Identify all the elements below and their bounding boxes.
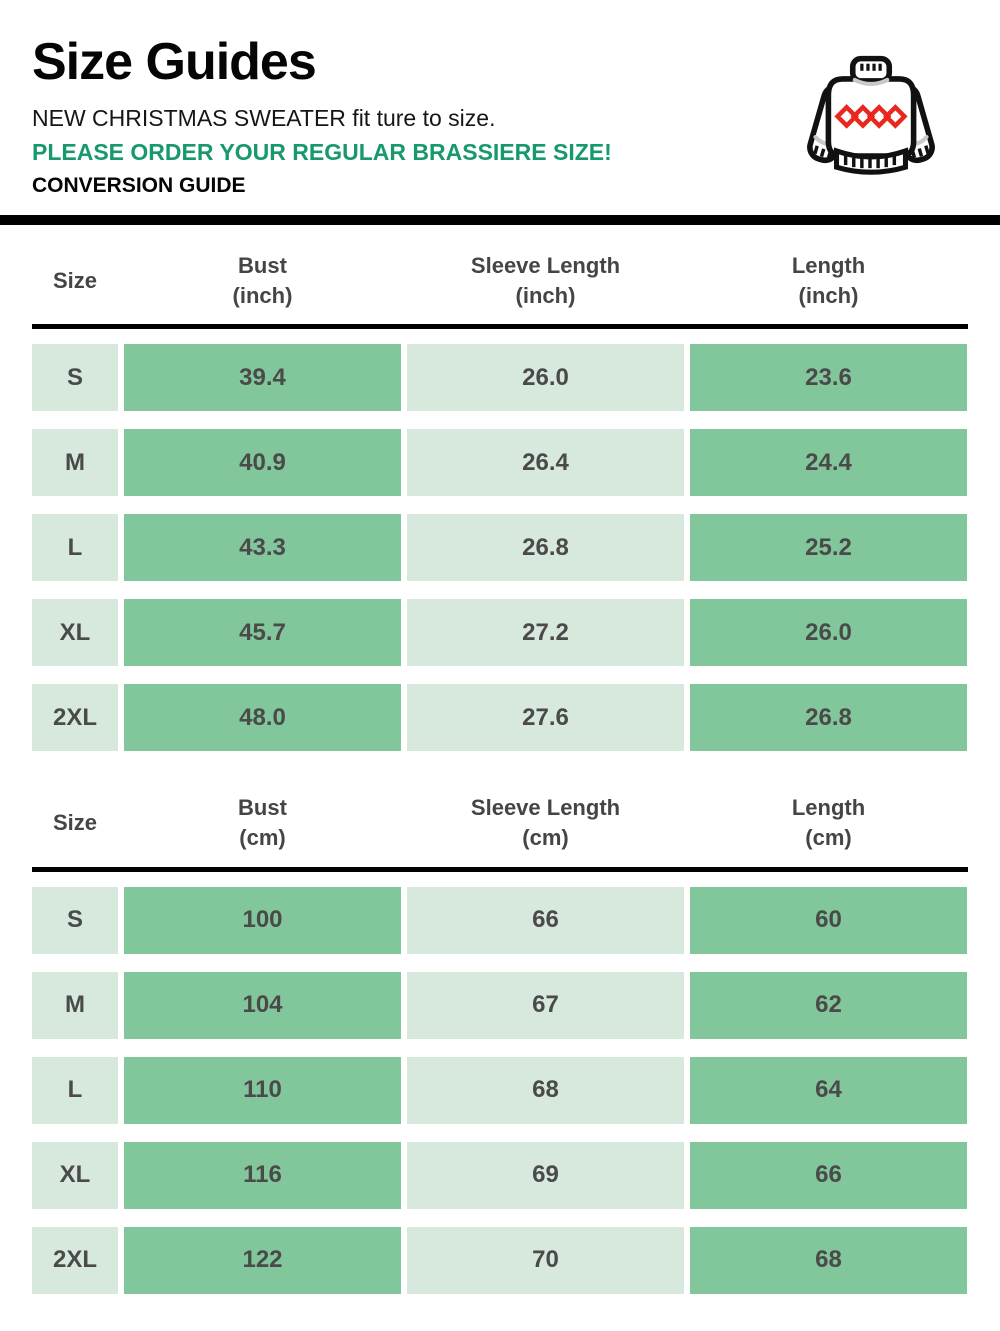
col-header-length: Length (inch)	[690, 251, 967, 310]
bust-cell: 45.7	[124, 599, 401, 667]
bust-cell: 116	[124, 1141, 401, 1209]
table-rows-cm: S 100 66 60 M 104 67 62 L 110 68 64 XL 1…	[32, 886, 968, 1294]
col-header-bust-unit: (inch)	[232, 282, 293, 308]
sleeve-cell: 26.4	[407, 429, 684, 497]
length-cell: 26.0	[690, 599, 967, 667]
size-cell: L	[32, 514, 118, 582]
sleeve-cell: 70	[407, 1226, 684, 1294]
bust-cell: 43.3	[124, 514, 401, 582]
col-header-bust-label: Bust	[238, 795, 287, 821]
size-cell: L	[32, 1056, 118, 1124]
bust-cell: 100	[124, 886, 401, 954]
table-rows-inch: S 39.4 26.0 23.6 M 40.9 26.4 24.4 L 43.3…	[32, 344, 968, 752]
table-row: S 100 66 60	[32, 886, 968, 954]
sleeve-cell: 66	[407, 886, 684, 954]
col-header-sleeve: Sleeve Length (cm)	[407, 793, 684, 852]
bust-cell: 48.0	[124, 684, 401, 752]
col-header-bust: Bust (inch)	[124, 251, 401, 310]
length-cell: 23.6	[690, 344, 967, 412]
sleeve-cell: 27.6	[407, 684, 684, 752]
col-header-sleeve-unit: (cm)	[522, 825, 569, 851]
table-row: XL 116 69 66	[32, 1141, 968, 1209]
col-header-length-unit: (cm)	[805, 825, 852, 851]
sleeve-cell: 27.2	[407, 599, 684, 667]
bust-cell: 110	[124, 1056, 401, 1124]
col-header-sleeve-unit: (inch)	[515, 282, 576, 308]
length-cell: 64	[690, 1056, 967, 1124]
size-cell: XL	[32, 599, 118, 667]
length-cell: 68	[690, 1226, 967, 1294]
col-header-length: Length (cm)	[690, 793, 967, 852]
table-row: 2XL 122 70 68	[32, 1226, 968, 1294]
size-cell: 2XL	[32, 1226, 118, 1294]
bust-cell: 104	[124, 971, 401, 1039]
length-cell: 26.8	[690, 684, 967, 752]
page-header: Size Guides NEW CHRISTMAS SWEATER fit tu…	[0, 0, 1000, 198]
bust-cell: 39.4	[124, 344, 401, 412]
table-row: XL 45.7 27.2 26.0	[32, 599, 968, 667]
sleeve-cell: 26.0	[407, 344, 684, 412]
col-header-bust-unit: (cm)	[239, 825, 286, 851]
col-header-length-label: Length	[791, 253, 866, 279]
table-header-inch: Size Bust (inch) Sleeve Length (inch) Le…	[32, 225, 968, 330]
conversion-guide-label: CONVERSION GUIDE	[32, 174, 246, 198]
table-header-cm: Size Bust (cm) Sleeve Length (cm) Length…	[32, 769, 968, 872]
col-header-sleeve-label: Sleeve Length	[470, 795, 621, 821]
length-cell: 60	[690, 886, 967, 954]
size-table-cm: Size Bust (cm) Sleeve Length (cm) Length…	[32, 769, 968, 1294]
col-header-bust-label: Bust	[238, 253, 287, 279]
size-cell: M	[32, 971, 118, 1039]
sleeve-cell: 67	[407, 971, 684, 1039]
col-header-sleeve-label: Sleeve Length	[470, 253, 621, 279]
fit-note: NEW CHRISTMAS SWEATER fit ture to size.	[32, 105, 496, 132]
sleeve-cell: 26.8	[407, 514, 684, 582]
col-header-size: Size	[52, 810, 98, 836]
header-divider	[0, 215, 1000, 226]
col-header-length-label: Length	[791, 795, 866, 821]
order-notice: PLEASE ORDER YOUR REGULAR BRASSIERE SIZE…	[32, 139, 612, 166]
sweater-icon	[800, 52, 942, 190]
sleeve-cell: 68	[407, 1056, 684, 1124]
length-cell: 25.2	[690, 514, 967, 582]
table-row: M 40.9 26.4 24.4	[32, 429, 968, 497]
col-header-size: Size	[52, 267, 98, 293]
size-table-inch: Size Bust (inch) Sleeve Length (inch) Le…	[32, 225, 968, 752]
table-row: 2XL 48.0 27.6 26.8	[32, 684, 968, 752]
length-cell: 62	[690, 971, 967, 1039]
size-cell: 2XL	[32, 684, 118, 752]
table-row: S 39.4 26.0 23.6	[32, 344, 968, 412]
size-cell: S	[32, 344, 118, 412]
bust-cell: 122	[124, 1226, 401, 1294]
table-row: L 110 68 64	[32, 1056, 968, 1124]
sleeve-cell: 69	[407, 1141, 684, 1209]
bust-cell: 40.9	[124, 429, 401, 497]
col-header-bust: Bust (cm)	[124, 793, 401, 852]
table-row: M 104 67 62	[32, 971, 968, 1039]
length-cell: 66	[690, 1141, 967, 1209]
length-cell: 24.4	[690, 429, 967, 497]
page-title: Size Guides	[32, 33, 317, 91]
col-header-length-unit: (inch)	[798, 282, 859, 308]
table-row: L 43.3 26.8 25.2	[32, 514, 968, 582]
col-header-sleeve: Sleeve Length (inch)	[407, 251, 684, 310]
size-cell: XL	[32, 1141, 118, 1209]
size-cell: S	[32, 886, 118, 954]
size-cell: M	[32, 429, 118, 497]
